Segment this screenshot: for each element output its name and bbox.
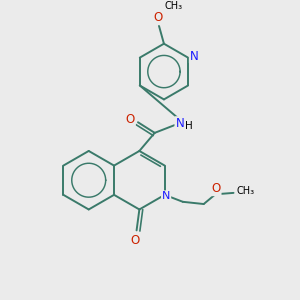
- Text: O: O: [154, 11, 163, 24]
- Text: CH₃: CH₃: [236, 186, 254, 196]
- Text: H: H: [185, 121, 193, 130]
- Text: O: O: [211, 182, 220, 195]
- Text: N: N: [176, 117, 184, 130]
- Text: O: O: [130, 234, 140, 247]
- Text: O: O: [126, 113, 135, 126]
- Text: N: N: [162, 191, 170, 201]
- Text: CH₃: CH₃: [164, 1, 182, 10]
- Text: N: N: [190, 50, 199, 63]
